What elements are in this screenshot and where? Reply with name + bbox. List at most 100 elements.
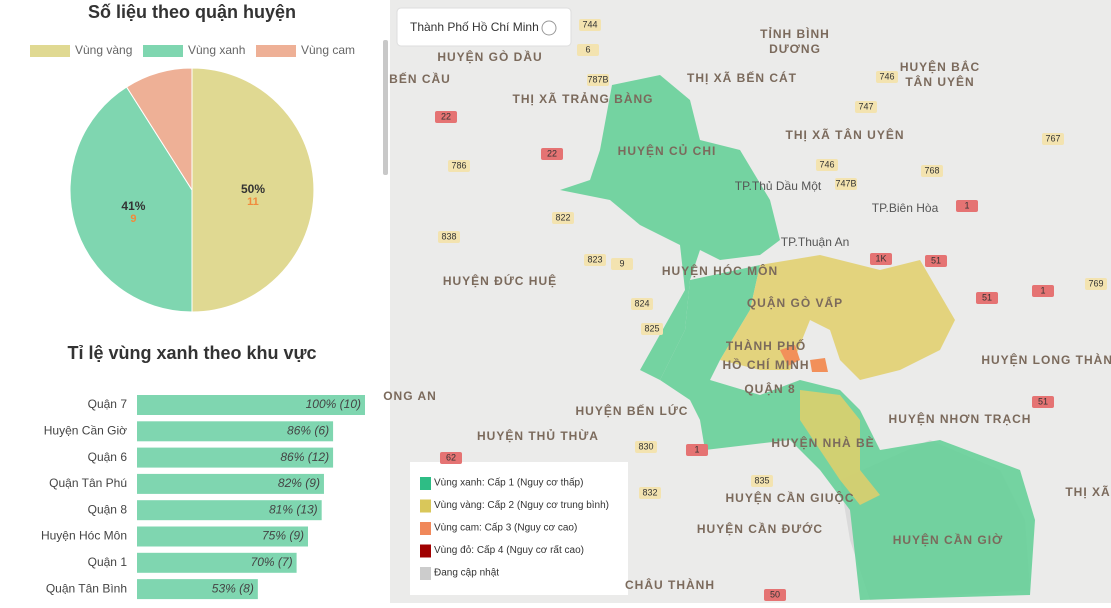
area-label: HUYỆN HÓC MÔN — [662, 263, 778, 278]
road-number: 823 — [587, 254, 602, 264]
road-shield — [639, 487, 661, 499]
bar-value-label: 100% (10) — [306, 397, 361, 411]
city-label: TP.Biên Hòa — [872, 201, 939, 215]
road-number: 9 — [619, 258, 624, 268]
road-number: 744 — [582, 19, 597, 29]
road-shield — [835, 178, 857, 190]
bar-category: Huyện Cần Giờ — [44, 423, 127, 437]
area-label: HUYỆN THỦ THỪA — [477, 428, 599, 443]
road-number: 22 — [441, 111, 451, 121]
area-label: BẾN CẦU — [389, 71, 451, 86]
road-number: 825 — [644, 323, 659, 333]
road-number: 746 — [879, 71, 894, 81]
area-label: HUYỆN CỦ CHI — [618, 143, 717, 158]
road-number: 1 — [694, 444, 699, 454]
road-number: 747 — [858, 101, 873, 111]
road-number: 747B — [835, 178, 856, 188]
map-legend — [410, 462, 628, 595]
bar — [137, 421, 334, 442]
legend-swatch — [30, 45, 70, 57]
road-shield — [925, 255, 947, 267]
bar-value-label: 82% (9) — [278, 476, 320, 490]
area-label: DƯƠNG — [769, 42, 821, 56]
city-label: TP.Thuận An — [781, 235, 850, 249]
road-shield — [870, 253, 892, 265]
bar — [137, 500, 322, 521]
area-label: HUYỆN CẦN GIUỘC — [725, 490, 854, 505]
road-shield — [641, 323, 663, 335]
road-number: 786 — [451, 160, 466, 170]
bar-value-label: 86% (12) — [280, 450, 329, 464]
area-label: QUẬN 8 — [744, 381, 795, 396]
road-shield — [1042, 133, 1064, 145]
road-shield — [751, 475, 773, 487]
area-label: HUYỆN CẦN GIỜ — [893, 532, 1004, 547]
legend-swatch — [256, 45, 296, 57]
area-label: CHÂU THÀNH — [625, 577, 715, 592]
road-shield — [876, 71, 898, 83]
chart-title: Tỉ lệ vùng xanh theo khu vực — [67, 343, 316, 363]
road-number: 835 — [754, 475, 769, 485]
legend-swatch — [143, 45, 183, 57]
road-number: 832 — [642, 487, 657, 497]
dropdown[interactable] — [396, 7, 572, 47]
area-label: HUYỆN NHƠN TRẠCH — [889, 411, 1032, 426]
legend-label: Vùng đỏ: Cấp 4 (Nguy cơ rất cao) — [434, 544, 584, 556]
chart-title: Số liệu theo quận huyện — [88, 2, 296, 22]
legend-swatch — [420, 522, 431, 535]
road-number: 824 — [634, 298, 649, 308]
bar — [137, 552, 297, 573]
area-label: QUẬN GÒ VẤP — [747, 295, 843, 310]
area-label: HUYỆN BẮC — [900, 59, 980, 74]
bar-category: Quận 8 — [88, 502, 128, 516]
area-label: THỊ XÃ — [1065, 484, 1110, 499]
legend-swatch — [420, 567, 431, 580]
area-label: HUYỆN ĐỨC HUỆ — [443, 273, 557, 288]
road-number: 787B — [587, 74, 608, 84]
road-number: 22 — [547, 148, 557, 158]
region-yellow — [800, 390, 880, 505]
area-label: THÀNH PHỐ — [726, 338, 806, 353]
road-number: 769 — [1088, 278, 1103, 288]
road-shield — [584, 254, 606, 266]
region-yellow — [720, 255, 955, 380]
road-shield — [587, 74, 609, 86]
legend-label: Vùng cam: Cấp 3 (Nguy cơ cao) — [434, 522, 577, 534]
bar — [137, 473, 324, 494]
pie-slice — [125, 67, 193, 192]
legend-swatch — [420, 499, 431, 513]
road-number: 50 — [770, 589, 780, 599]
road-shield — [611, 258, 633, 270]
area-label: THỊ XÃ BẾN CÁT — [687, 70, 797, 85]
bar-value-label: 81% (13) — [269, 502, 318, 516]
area-label: ONG AN — [383, 389, 437, 403]
bar-value-label: 53% (8) — [212, 581, 254, 595]
legend-label: Đang cập nhật — [434, 568, 499, 579]
bar — [137, 526, 308, 547]
bar-value-label: 70% (7) — [251, 555, 293, 569]
road-number: 1 — [964, 200, 969, 210]
bar-category: Quận Tân Phú — [49, 476, 127, 490]
road-number: 838 — [441, 231, 456, 241]
road-shield — [579, 19, 601, 31]
scrollbar[interactable] — [383, 40, 388, 175]
bar — [137, 395, 365, 415]
road-number: 51 — [982, 292, 992, 302]
area-label: HUYỆN LONG THÀNH — [981, 352, 1111, 367]
area-label: HUYỆN NHÀ BÈ — [771, 435, 874, 450]
legend-label: Vùng cam — [301, 43, 355, 57]
road-number: 1K — [875, 253, 886, 263]
legend-label: Vùng vàng — [75, 43, 132, 57]
dropdown-icon[interactable] — [541, 20, 557, 36]
dropdown-text: Thành Phố Hồ Chí Minh — [410, 20, 539, 34]
bar-category: Quận 6 — [88, 450, 128, 464]
road-shield — [552, 212, 574, 224]
road-number: 822 — [555, 212, 570, 222]
road-shield — [631, 298, 653, 310]
road-number: 767 — [1045, 133, 1060, 143]
region-green — [560, 75, 780, 380]
area-label: HUYỆN CẦN ĐƯỚC — [697, 521, 823, 536]
